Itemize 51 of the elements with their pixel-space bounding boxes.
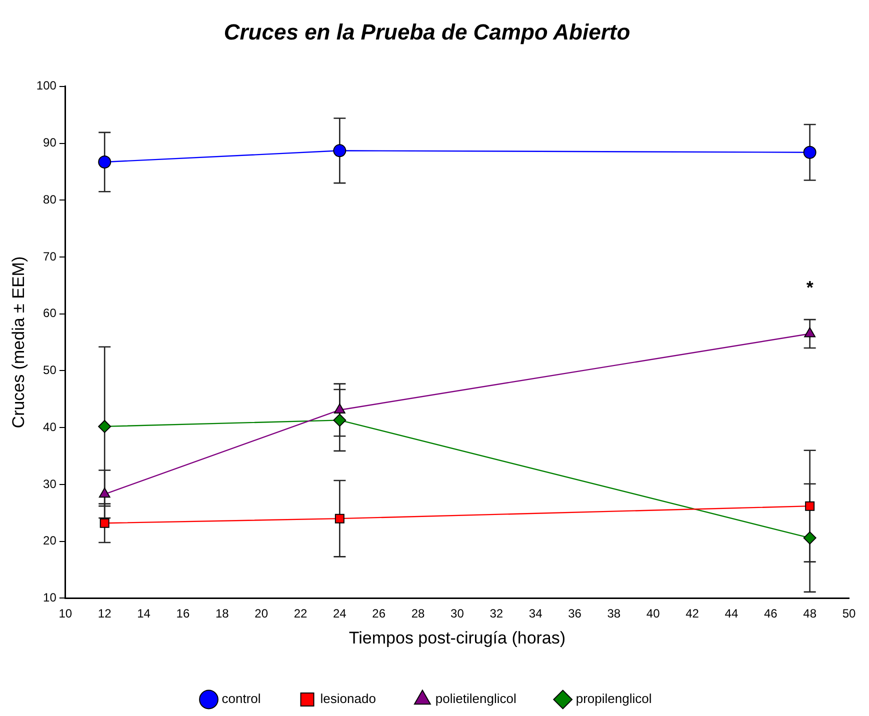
- x-tick-label: 22: [294, 606, 308, 621]
- y-tick-label: 40: [43, 420, 57, 434]
- x-tick-label: 26: [372, 606, 386, 621]
- legend-label: polietilenglicol: [435, 691, 516, 706]
- point: [333, 144, 346, 158]
- x-tick-label: 20: [254, 606, 268, 621]
- x-tick-label: 34: [528, 606, 543, 621]
- point: [98, 420, 112, 433]
- y-tick-label: 60: [43, 306, 57, 320]
- legend-label: control: [222, 691, 261, 706]
- point: [805, 501, 815, 511]
- x-tick-label: 18: [215, 606, 230, 621]
- x-tick-label: 42: [686, 606, 700, 621]
- legend-label: lesionado: [320, 691, 376, 706]
- y-tick-label: 90: [43, 136, 57, 150]
- point: [334, 514, 344, 524]
- chart-title: Cruces en la Prueba de Campo Abierto: [224, 19, 630, 44]
- x-tick-label: 28: [411, 606, 426, 621]
- point: [803, 146, 816, 159]
- point: [803, 531, 816, 544]
- legend-label: propilenglicol: [576, 691, 652, 706]
- x-tick-label: 30: [450, 606, 464, 621]
- annotation: *: [806, 278, 814, 298]
- x-tick-label: 32: [490, 606, 504, 621]
- x-tick-label: 40: [646, 606, 660, 621]
- point: [98, 488, 110, 498]
- point: [334, 403, 346, 414]
- y-axis-title: Cruces (media ± EEM): [8, 256, 28, 428]
- point: [98, 156, 112, 169]
- y-tick-label: 70: [43, 249, 57, 264]
- y-tick-label: 30: [43, 476, 57, 491]
- x-axis-title: Tiempos post-cirugía (horas): [348, 628, 566, 648]
- x-tick-label: 50: [842, 606, 856, 621]
- x-tick-label: 24: [332, 606, 347, 621]
- point: [804, 327, 816, 338]
- point: [333, 414, 346, 427]
- y-tick-label: 10: [43, 590, 57, 605]
- point: [100, 518, 110, 528]
- y-tick-label: 100: [36, 78, 57, 93]
- x-tick-label: 38: [607, 606, 621, 621]
- y-tick-label: 80: [43, 192, 57, 206]
- y-tick-label: 50: [43, 363, 57, 378]
- x-tick-label: 48: [803, 606, 817, 621]
- y-tick-label: 20: [43, 534, 57, 548]
- x-tick-label: 44: [724, 606, 738, 621]
- x-tick-label: 46: [764, 606, 778, 621]
- x-tick-label: 16: [176, 606, 190, 621]
- x-tick-label: 12: [98, 606, 112, 621]
- x-tick-label: 14: [137, 606, 151, 621]
- x-tick-label: 36: [568, 606, 582, 621]
- x-tick-label: 10: [58, 606, 72, 621]
